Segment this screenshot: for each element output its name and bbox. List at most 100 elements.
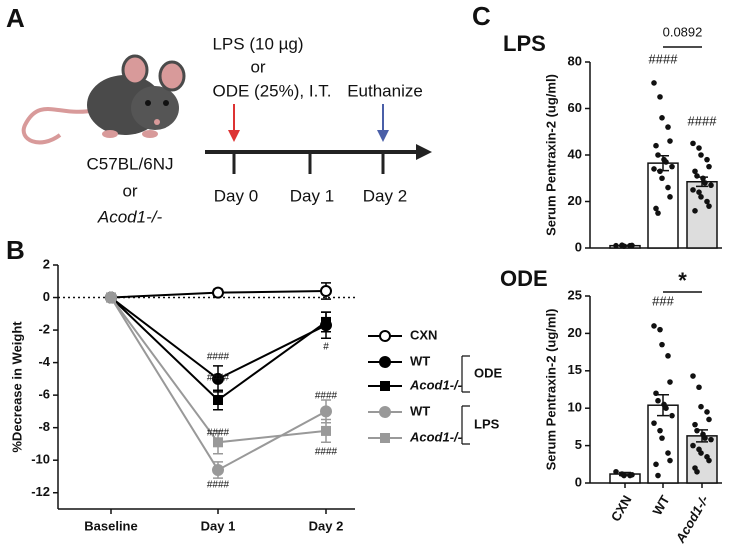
bar (686, 435, 718, 484)
data-point (106, 292, 116, 303)
x-tick-label: CXN (608, 493, 635, 524)
significance-label: 0.0892 (663, 24, 703, 39)
y-tick-label: 80 (568, 53, 582, 68)
legend-group: LPS (474, 416, 500, 431)
x-tick-label: Day 2 (309, 518, 344, 533)
y-tick-label: 10 (568, 400, 582, 415)
endpoint-label: Euthanize (347, 81, 423, 100)
data-point (653, 461, 659, 468)
data-point (212, 372, 224, 385)
data-point (708, 182, 714, 189)
data-point (213, 395, 223, 406)
data-point (212, 463, 224, 476)
data-point (613, 242, 619, 249)
treatment-label: or (250, 57, 265, 76)
data-point (667, 379, 673, 385)
legend-marker (379, 406, 391, 418)
data-point (692, 421, 698, 428)
annotation: #### (315, 447, 338, 458)
data-point (613, 468, 619, 475)
annotation: #### (207, 428, 230, 439)
data-point (663, 159, 669, 165)
timeline (205, 104, 432, 174)
y-tick-label: 15 (568, 362, 582, 377)
data-point (694, 468, 700, 475)
data-point (669, 412, 675, 419)
data-point (706, 203, 712, 209)
panel-label: B (6, 235, 25, 265)
x-tick-label: WT (649, 493, 672, 518)
y-tick-label: -2 (38, 322, 50, 337)
y-tick-label: -8 (38, 419, 50, 434)
data-point (692, 208, 698, 214)
error-bar (657, 154, 669, 172)
legend-label: WT (410, 353, 430, 368)
chart-title: ODE (500, 266, 548, 291)
data-point (663, 405, 669, 412)
data-point (651, 420, 657, 426)
y-tick-label: 0 (43, 289, 50, 304)
data-point (690, 187, 696, 193)
data-point (655, 472, 661, 479)
treatment-label: LPS (10 µg) (212, 34, 303, 53)
data-point (696, 384, 702, 391)
mouse-illustration (21, 54, 186, 145)
y-tick-label: 0 (575, 474, 582, 489)
legend-marker (380, 433, 390, 443)
y-tick-label: 0 (575, 239, 582, 254)
data-point (213, 437, 223, 448)
legend-label: WT (410, 403, 430, 418)
legend-bracket (461, 355, 470, 393)
data-point (657, 427, 663, 434)
data-point (665, 124, 671, 130)
error-bar (696, 176, 708, 188)
data-point (702, 435, 708, 441)
annotation: #### (207, 480, 230, 491)
data-point (706, 416, 712, 423)
significance-label: * (678, 268, 687, 293)
data-point (655, 397, 661, 404)
data-point (704, 156, 710, 163)
chart-title: LPS (503, 31, 546, 56)
data-point (659, 175, 665, 182)
data-point (694, 173, 700, 179)
data-point (651, 80, 657, 86)
y-tick-label: -12 (31, 484, 50, 499)
error-bar (619, 244, 631, 247)
or-label: or (122, 181, 137, 200)
legend-bracket (461, 405, 470, 445)
x-tick-label: Day 1 (201, 518, 236, 533)
annotation: #### (207, 373, 230, 384)
data-point (320, 405, 332, 418)
data-point (212, 286, 224, 299)
data-point (690, 442, 696, 449)
y-tick-label: -4 (38, 354, 50, 369)
legend-label: Acod1-/- (409, 429, 462, 444)
data-point (657, 326, 663, 333)
annotation: #### (315, 391, 338, 402)
legend-label: Acod1-/- (409, 377, 462, 392)
data-point (667, 457, 673, 464)
data-point (704, 198, 710, 205)
legend-marker (379, 330, 391, 342)
y-axis-label: %Decrease in Weight (9, 321, 24, 453)
annotation: # (323, 342, 329, 353)
legend-label: CXN (410, 327, 437, 342)
y-tick-label: -6 (38, 387, 50, 402)
annotation: #### (649, 51, 679, 66)
error-bar (657, 393, 669, 417)
data-point (657, 94, 663, 100)
data-point (320, 285, 332, 298)
y-tick-label: 60 (568, 100, 582, 115)
data-point (667, 194, 673, 200)
data-point (698, 152, 704, 158)
x-tick-label: Baseline (84, 518, 137, 533)
legend-marker (379, 356, 391, 368)
annotation: #### (207, 352, 230, 363)
data-point (692, 168, 698, 175)
data-point (696, 145, 702, 151)
legend-group: ODE (474, 365, 503, 380)
y-tick-label: 2 (43, 256, 50, 271)
data-point (651, 166, 657, 172)
